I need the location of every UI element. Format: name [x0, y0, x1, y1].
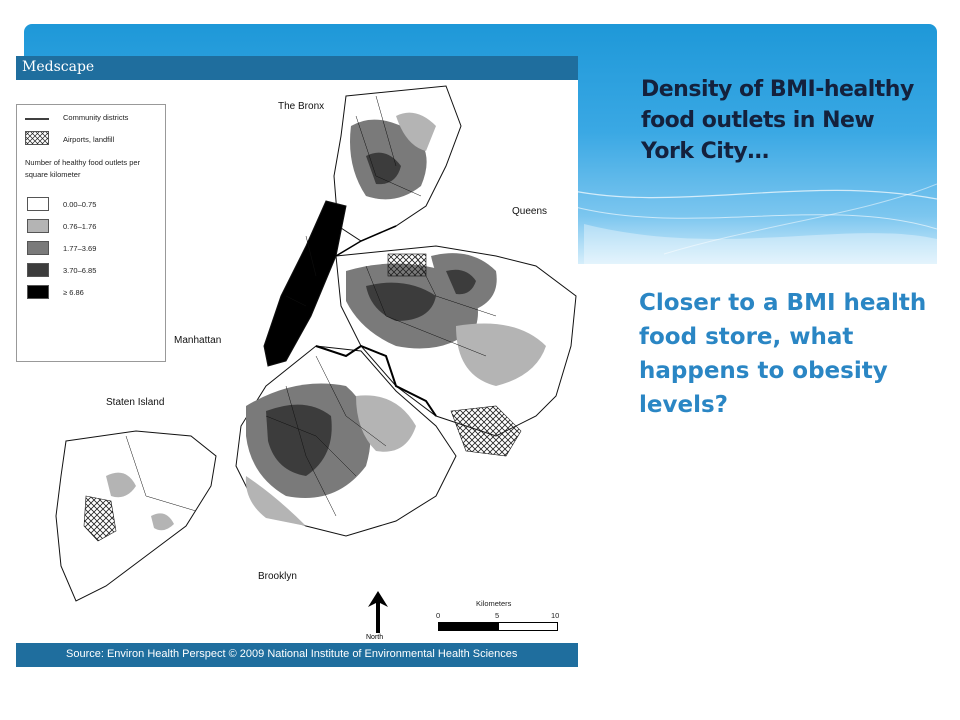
legend-swatch — [27, 219, 49, 233]
legend-class-label: 1.77–3.69 — [63, 244, 97, 253]
map-legend: Community districts Airports, landfill N… — [16, 104, 166, 362]
scale-tick: 10 — [551, 611, 560, 620]
label-manhattan: Manhattan — [174, 335, 222, 346]
manhattan-area — [263, 200, 347, 367]
legend-class-label: 0.00–0.75 — [63, 200, 97, 209]
legend-swatch — [27, 285, 49, 299]
slide-question: Closer to a BMI health food store, what … — [639, 290, 927, 418]
legend-airports: Airports, landfill — [63, 135, 115, 144]
north-label: North — [366, 634, 384, 641]
legend-class-label: 0.76–1.76 — [63, 222, 97, 231]
laguardia-airport — [387, 253, 427, 277]
legend-swatch — [27, 263, 49, 277]
figure-header: Medscape — [16, 56, 578, 80]
legend-community-districts: Community districts — [63, 113, 129, 122]
figure-footer: Source: Environ Health Perspect © 2009 N… — [16, 643, 578, 667]
legend-swatch — [27, 197, 49, 211]
slide-title: Density of BMI-healthy food outlets in N… — [641, 77, 914, 164]
scale-tick: 5 — [495, 611, 500, 620]
map-figure: Medscape — [16, 56, 578, 667]
fresh-kills-landfill — [83, 495, 117, 542]
banner-swoosh — [563, 183, 937, 264]
airport-hatch-symbol — [25, 131, 49, 145]
source-caption: Source: Environ Health Perspect © 2009 N… — [66, 648, 518, 660]
legend-title: Number of healthy food outlets per squar… — [25, 158, 141, 179]
staten-island-area — [55, 430, 217, 602]
jfk-airport — [450, 405, 522, 457]
legend-class-label: 3.70–6.85 — [63, 266, 97, 275]
north-arrow: North — [366, 591, 390, 643]
label-staten-island: Staten Island — [106, 397, 165, 408]
label-bronx: The Bronx — [278, 101, 325, 112]
label-brooklyn: Brooklyn — [258, 571, 297, 582]
legend-swatch — [27, 241, 49, 255]
label-queens: Queens — [512, 206, 548, 217]
medscape-logo: Medscape — [22, 59, 95, 75]
scale-bar: Kilometers 0 5 10 — [436, 599, 566, 639]
scale-segment-dark — [438, 622, 500, 631]
scale-tick: 0 — [436, 611, 441, 620]
scale-segment-light — [498, 622, 558, 631]
north-arrow-icon — [368, 591, 388, 633]
nyc-density-map — [55, 85, 577, 602]
scale-title: Kilometers — [476, 599, 512, 608]
district-line-symbol — [25, 118, 49, 120]
legend-class-label: ≥ 6.86 — [63, 288, 84, 297]
